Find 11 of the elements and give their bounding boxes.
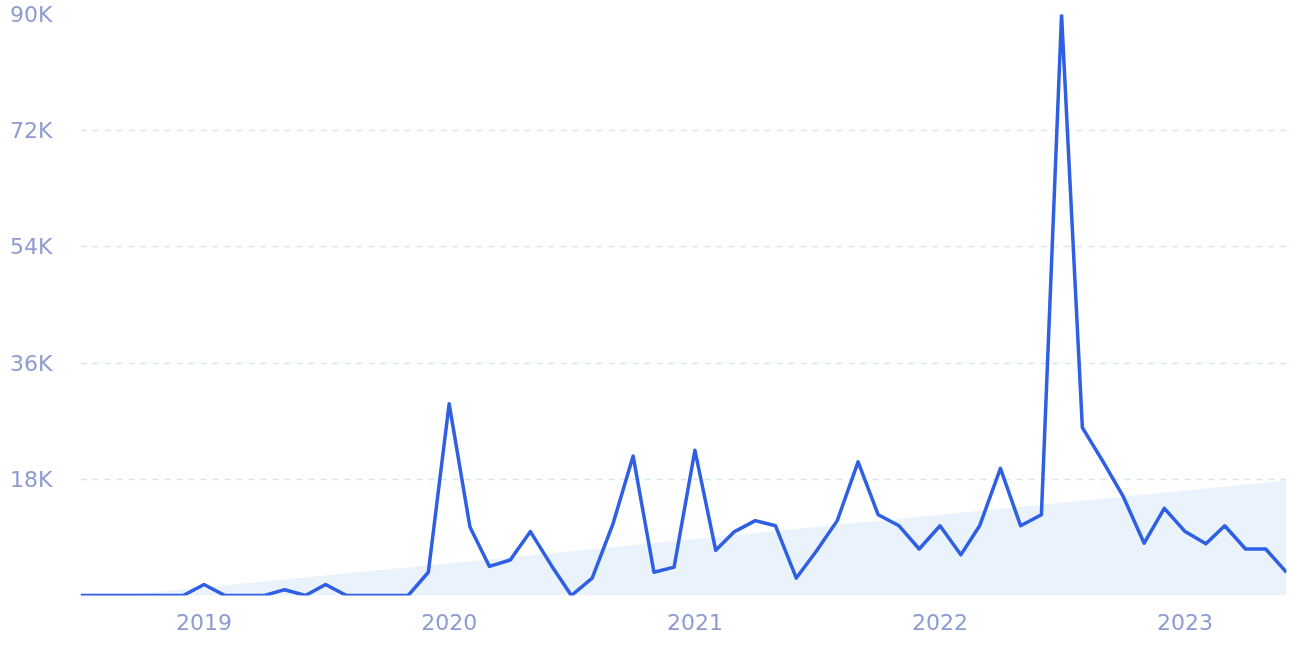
- x-tick-label: 2020: [421, 609, 478, 635]
- y-tick-label: 36K: [10, 350, 54, 376]
- x-tick-label: 2021: [666, 609, 723, 635]
- x-tick-label: 2019: [176, 609, 233, 635]
- x-tick-label: 2022: [912, 609, 969, 635]
- y-tick-label: 90K: [10, 2, 54, 27]
- line-series: [80, 14, 1287, 596]
- y-tick-label: 54K: [10, 234, 54, 260]
- x-tick-label: 2023: [1157, 609, 1214, 635]
- y-tick-label: 18K: [10, 466, 54, 492]
- y-tick-label: 72K: [10, 118, 54, 144]
